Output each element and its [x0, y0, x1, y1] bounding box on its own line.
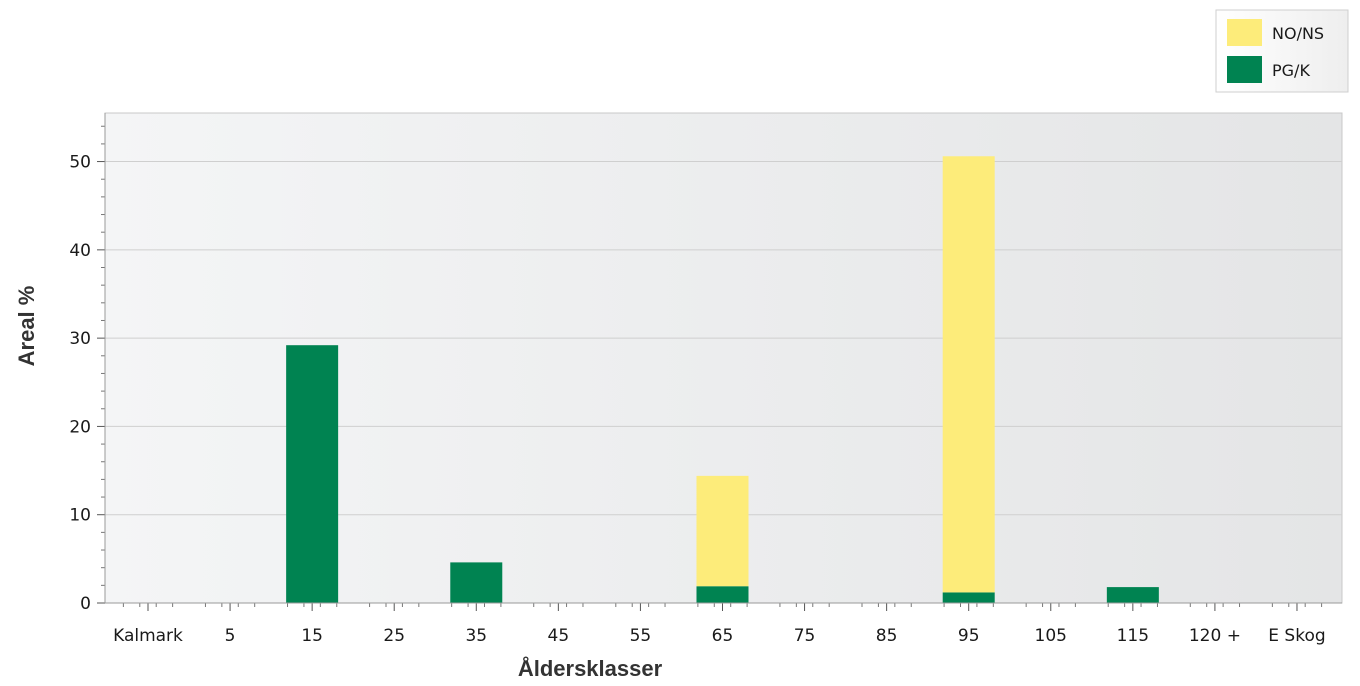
y-tick-label: 30 — [69, 329, 91, 349]
bar-no-ns-10 — [942, 156, 995, 593]
bar-pg-k-2 — [286, 345, 339, 603]
x-tick-label: 115 — [1117, 626, 1149, 646]
y-tick-label: 40 — [69, 241, 91, 261]
y-axis-title: Areal % — [14, 286, 39, 367]
x-tick-label: 15 — [301, 626, 323, 646]
x-tick-label: E Skog — [1268, 626, 1325, 646]
bars — [286, 156, 1159, 603]
x-tick-label: 25 — [383, 626, 405, 646]
x-tick-label: 65 — [712, 626, 734, 646]
x-tick-label: 55 — [630, 626, 652, 646]
y-tick-label: 50 — [69, 153, 91, 173]
y-axis-minor-ticks — [101, 125, 105, 586]
legend-swatch-no-ns — [1227, 19, 1262, 46]
y-tick-label: 0 — [80, 594, 91, 614]
x-axis-minor-ticks — [122, 603, 1323, 611]
y-tick-labels: 0 10 20 30 40 50 — [69, 153, 91, 614]
bar-pg-k-7 — [696, 586, 749, 603]
y-tick-label: 10 — [69, 506, 91, 526]
x-tick-label: Kalmark — [113, 626, 183, 646]
legend: NO/NS PG/K — [1215, 9, 1349, 93]
x-tick-label: 120 + — [1189, 626, 1241, 646]
x-tick-label: 95 — [958, 626, 980, 646]
y-tick-label: 20 — [69, 417, 91, 437]
x-tick-label: 105 — [1035, 626, 1067, 646]
bar-no-ns-7 — [696, 475, 749, 587]
x-tick-label: 35 — [465, 626, 487, 646]
bar-pg-k-12 — [1106, 587, 1159, 603]
legend-label-no-ns: NO/NS — [1272, 24, 1324, 43]
x-tick-label: 45 — [548, 626, 570, 646]
legend-label-pg-k: PG/K — [1272, 61, 1310, 80]
bar-pg-k-4 — [450, 562, 503, 603]
x-tick-label: 75 — [794, 626, 816, 646]
x-tick-label: 85 — [876, 626, 898, 646]
bar-pg-k-10 — [942, 592, 995, 603]
x-tick-labels: Kalmark 5 15 25 35 45 55 65 75 85 95 105 115 120 + E S… — [113, 626, 1326, 646]
legend-swatch-pg-k — [1227, 56, 1262, 83]
x-axis-title: Åldersklasser — [518, 655, 663, 681]
x-tick-label: 5 — [225, 626, 236, 646]
